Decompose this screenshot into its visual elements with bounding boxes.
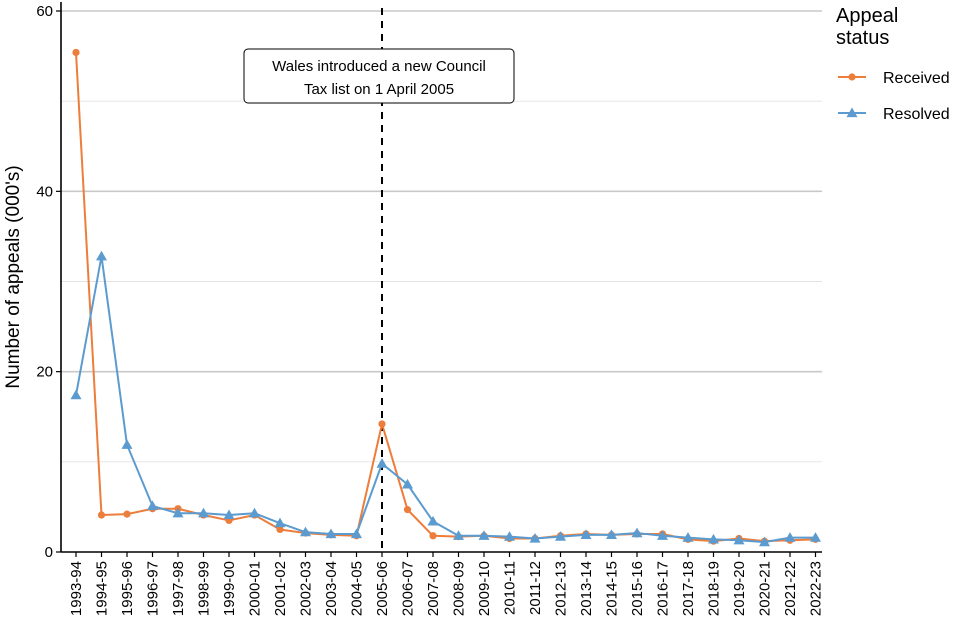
data-point-resolved: [147, 500, 158, 511]
data-point-received: [72, 48, 80, 57]
x-tick-label: 2020-21: [757, 561, 774, 616]
x-tick-label: 2017-18: [680, 561, 697, 616]
x-tick-label: 2007-08: [425, 561, 442, 616]
data-point-resolved: [376, 458, 388, 468]
data-point-resolved: [555, 531, 566, 541]
y-tick-label: 0: [45, 544, 53, 561]
data-point-received: [403, 506, 412, 514]
y-tick-label: 60: [36, 3, 53, 20]
data-point-resolved: [325, 528, 337, 539]
data-point-resolved: [784, 532, 796, 542]
data-point-resolved: [478, 530, 490, 540]
legend-title-line-1: Appeal: [836, 5, 898, 27]
series-group: [70, 48, 821, 547]
data-point-resolved: [274, 517, 286, 528]
data-point-resolved: [759, 536, 770, 547]
data-point-resolved: [529, 532, 541, 543]
x-tick-label: 2002-03: [298, 561, 315, 616]
x-tick-label: 2012-13: [553, 561, 570, 616]
data-point-resolved: [682, 532, 694, 542]
x-tick-label: 1999-00: [221, 561, 238, 616]
x-tick-label: 2022-23: [808, 561, 825, 616]
data-point-received: [97, 511, 106, 519]
data-point-resolved: [657, 530, 668, 540]
data-point-resolved: [504, 531, 515, 541]
x-tick-label: 1997-98: [170, 561, 187, 616]
x-tick-label: 2008-09: [451, 561, 468, 616]
data-point-resolved: [172, 507, 184, 518]
data-point-resolved: [198, 507, 209, 518]
x-tick-label: 2004-05: [349, 561, 366, 616]
x-tick-label: 2014-15: [604, 561, 621, 616]
x-tick-label: 2001-02: [272, 561, 289, 616]
x-tick-label: 2009-10: [476, 561, 493, 616]
x-tick-label: 2013-14: [578, 561, 595, 616]
x-tick-label: 1994-95: [94, 561, 111, 616]
x-tick-label: 1993-94: [68, 561, 85, 616]
legend-title-line-2: status: [836, 27, 889, 49]
x-tick-label: 2016-17: [655, 561, 672, 616]
x-tick-label: 2003-04: [323, 561, 340, 616]
annotation-group: Wales introduced a new Council Tax list …: [243, 48, 515, 104]
data-point-resolved: [631, 527, 643, 538]
data-point-resolved: [733, 534, 745, 545]
y-tick-label: 40: [36, 183, 53, 200]
series-line-resolved: [75, 255, 816, 544]
x-tick-label: 2010-11: [502, 561, 519, 615]
x-tick-label: 2018-19: [706, 561, 723, 616]
y-tick-label: 20: [36, 364, 53, 381]
data-point-received: [378, 420, 386, 428]
annotation-text-line-2: Tax list on 1 April 2005: [304, 81, 454, 98]
data-point-resolved: [351, 528, 362, 539]
data-point-resolved: [810, 532, 821, 542]
data-point-resolved: [121, 439, 133, 449]
data-point-resolved: [249, 507, 260, 518]
data-point-received: [276, 525, 284, 534]
data-point-resolved: [580, 529, 592, 539]
data-point-resolved: [427, 515, 439, 526]
legend-key-marker-resolved: [846, 107, 858, 118]
data-point-resolved: [223, 509, 235, 520]
legend: Appeal status Received Resolved: [836, 5, 950, 123]
x-tick-label: 1996-97: [145, 561, 162, 616]
data-point-resolved: [70, 389, 82, 400]
x-tick-label: 2006-07: [400, 561, 417, 616]
data-point-resolved: [453, 530, 464, 540]
data-point-received: [123, 510, 131, 518]
x-tick-label: 2015-16: [629, 561, 646, 616]
x-tick-label: 2021-22: [782, 561, 799, 616]
x-tick-label: 2019-20: [731, 561, 748, 616]
x-tick-label: 2005-06: [374, 561, 391, 616]
annotation-box: [243, 48, 515, 104]
axes: 0 20 40 60 1993-94 1994-95 1995-96 1996-97 1997-…: [36, 2, 825, 616]
x-tick-label: 2000-01: [247, 561, 264, 616]
legend-label-resolved: Resolved: [883, 106, 950, 123]
data-point-resolved: [402, 478, 413, 489]
y-axis-title: Number of appeals (000's): [3, 165, 24, 388]
data-point-resolved: [300, 526, 311, 537]
series-line-received: [75, 52, 816, 543]
legend-label-received: Received: [883, 70, 950, 87]
data-point-received: [429, 532, 437, 540]
legend-key-marker-received: [848, 73, 856, 81]
data-point-resolved: [708, 533, 719, 544]
data-point-resolved: [96, 250, 107, 261]
x-tick-label: 1995-96: [119, 561, 136, 616]
data-point-resolved: [606, 529, 617, 539]
x-tick-label: 2011-12: [527, 561, 544, 615]
x-tick-label: 1998-99: [196, 561, 213, 616]
annotation-text-line-1: Wales introduced a new Council: [272, 58, 486, 75]
